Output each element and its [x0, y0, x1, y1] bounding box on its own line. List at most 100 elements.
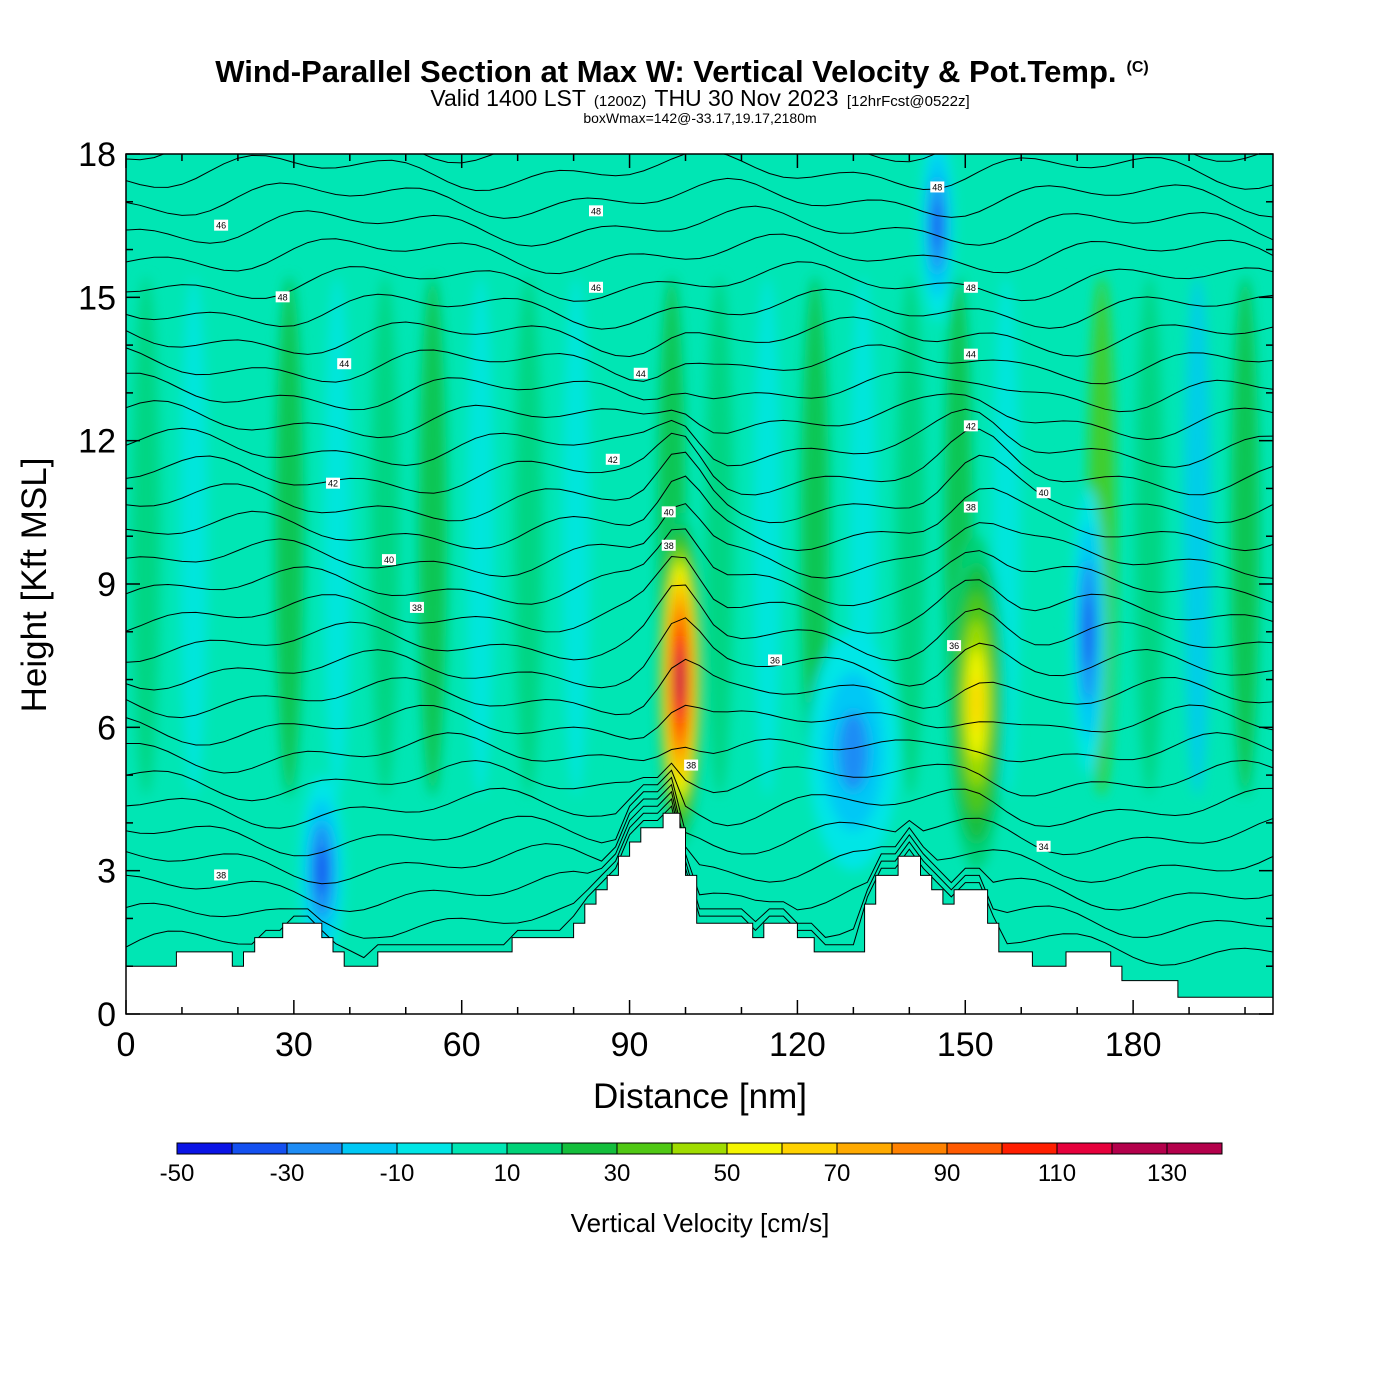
colorbar-label: -30: [270, 1160, 305, 1187]
contour-label-text: 40: [664, 507, 674, 517]
y-tick-label: 6: [97, 709, 116, 747]
contour-label-bg: [337, 358, 352, 370]
w-band: [132, 276, 160, 797]
contour-label-bg: [947, 640, 962, 652]
contour-label-bg: [1036, 487, 1051, 499]
theta-contour: [126, 790, 1273, 913]
x-axis: 0 30 60 90 120 150 180: [117, 154, 1246, 1064]
w-band: [275, 276, 304, 797]
contour-label-bg: [963, 420, 978, 432]
colorbar-label: -10: [380, 1160, 415, 1187]
theta-contour: [126, 344, 1273, 385]
contour-label-text: 38: [686, 761, 696, 771]
theta-contour: [126, 528, 1273, 607]
theta-contour: [126, 233, 1273, 275]
w-band: [466, 276, 495, 797]
colorbar-label: 90: [934, 1160, 961, 1187]
w-band: [705, 276, 734, 797]
w-band: [514, 276, 543, 797]
theta-contour: [126, 428, 1273, 496]
y-tick-label: 0: [97, 996, 116, 1034]
contour-label-text: 42: [966, 421, 976, 431]
contour-label-text: 40: [1039, 488, 1049, 498]
theta-contour: [126, 658, 1273, 719]
theta-contour: [126, 177, 1273, 219]
w-band: [418, 276, 447, 797]
x-tick-label: 60: [443, 1026, 481, 1064]
colorbar-label: 50: [714, 1160, 741, 1187]
contour-label-bg: [214, 869, 229, 881]
contour-label: 42: [326, 477, 341, 489]
contour-label-text: 36: [770, 655, 780, 665]
contour-label: 38: [963, 501, 978, 513]
theta-contour: [126, 393, 1273, 441]
contour-label-text: 48: [591, 206, 601, 216]
contour-label: 46: [214, 219, 229, 231]
colorbar-swatch: [1002, 1143, 1058, 1154]
contour-label-bg: [214, 219, 229, 231]
theta-contour: [126, 783, 1273, 885]
theta-contour: [126, 617, 1273, 691]
contour-label-text: 46: [591, 283, 601, 293]
colorbar-swatch: [782, 1143, 838, 1154]
contour-label-bg: [633, 367, 648, 379]
contour-label: 34: [1036, 840, 1051, 852]
contour-label-text: 34: [1039, 842, 1049, 852]
contour-label-text: 40: [384, 555, 394, 565]
w-band: [896, 276, 925, 797]
y-tick-label: 12: [78, 423, 116, 461]
colorbar-swatch: [507, 1143, 563, 1154]
y-tick-label: 3: [97, 853, 116, 891]
colorbar-swatch: [287, 1143, 343, 1154]
contour-label: 40: [661, 506, 676, 518]
contour-label: 44: [963, 348, 978, 360]
theta-contour: [126, 584, 1273, 663]
contour-label-bg: [1036, 840, 1051, 852]
theta-contour: [126, 776, 1273, 857]
theta-contour: [126, 205, 1273, 247]
w-cell: [316, 846, 328, 895]
contour-label: 38: [684, 759, 699, 771]
contour-label: 44: [633, 367, 648, 379]
theta-contour: [126, 261, 1273, 302]
w-band: [370, 276, 399, 797]
theta-contour: [126, 154, 1273, 192]
theta-contour: [126, 732, 1273, 774]
contour-label-text: 42: [328, 479, 338, 489]
w-band: [227, 276, 256, 797]
theta-contour: [126, 371, 1273, 413]
colorbar-label: 110: [1038, 1160, 1076, 1187]
contour-label: 48: [963, 281, 978, 293]
x-tick-label: 30: [275, 1026, 313, 1064]
contour-label-bg: [326, 477, 341, 489]
vertical-velocity-field: [132, 154, 1260, 967]
w-band: [1135, 276, 1164, 797]
chart-subtitle: Valid 1400 LST (1200Z) THU 30 Nov 2023 […: [430, 85, 969, 111]
contour-label-bg: [963, 501, 978, 513]
contour-label-bg: [588, 281, 603, 293]
theta-contour: [126, 503, 1273, 579]
colorbar-label: 10: [494, 1160, 521, 1187]
contour-label: 44: [337, 358, 352, 370]
w-cell: [971, 675, 982, 732]
x-axis-label: Distance [nm]: [593, 1077, 807, 1116]
colorbar-title: Vertical Velocity [cm/s]: [571, 1208, 830, 1238]
contour-label-text: 38: [216, 870, 226, 880]
theta-contour: [126, 759, 1273, 802]
contour-label-bg: [768, 654, 783, 666]
contour-label-text: 44: [339, 359, 349, 369]
colorbar-label: 130: [1147, 1160, 1187, 1187]
contour-label: 40: [1036, 487, 1051, 499]
w-cell: [933, 201, 942, 250]
contour-label-bg: [661, 539, 676, 551]
theta-contour: [126, 475, 1273, 552]
contour-label: 48: [588, 205, 603, 217]
y-axis-label: Height [Kft MSL]: [15, 458, 54, 713]
w-band: [609, 276, 638, 797]
contour-label: 40: [381, 554, 396, 566]
contour-label-bg: [275, 291, 290, 303]
colorbar-swatch: [562, 1143, 618, 1154]
colorbar-swatch: [947, 1143, 1003, 1154]
theta-contour: [126, 408, 1273, 468]
